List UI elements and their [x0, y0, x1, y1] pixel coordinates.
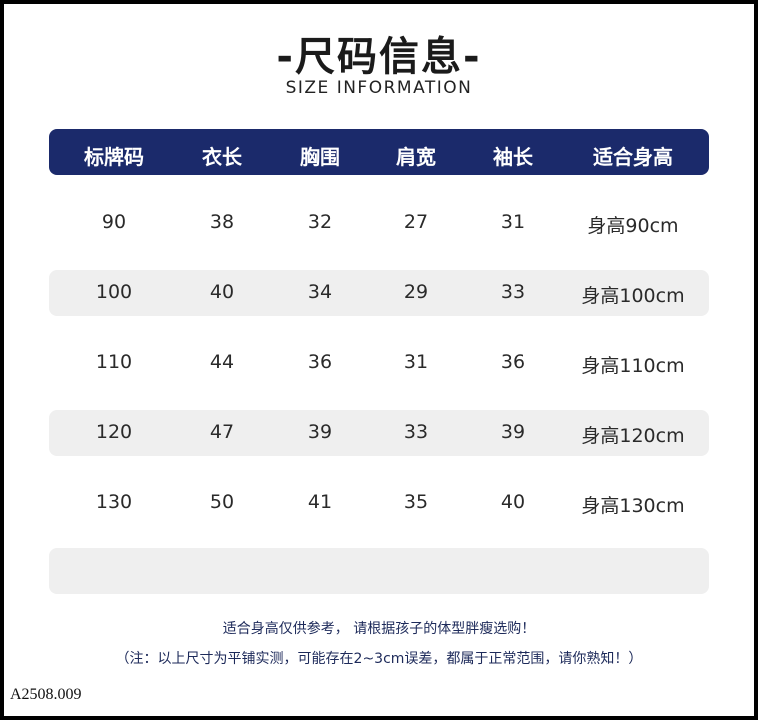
page-subtitle: SIZE INFORMATION	[285, 78, 473, 98]
table-row: 130 50 41 35 40 身高130cm	[49, 480, 709, 526]
table-cell: 34	[307, 281, 333, 303]
table-cell: 50	[209, 491, 235, 513]
product-code: A2508.009	[10, 686, 82, 703]
table-cell: 身高120cm	[581, 425, 685, 447]
column-header: 适合身高	[593, 145, 673, 169]
table-cell: 36	[307, 351, 333, 373]
table-cell: 130	[95, 491, 133, 513]
column-header: 衣长	[202, 145, 242, 169]
column-header: 袖长	[493, 145, 533, 169]
column-header: 胸围	[300, 145, 340, 169]
table-row: 120 47 39 33 39 身高120cm	[49, 410, 709, 456]
table-cell: 90	[101, 211, 127, 233]
table-cell: 31	[500, 211, 526, 233]
table-cell: 35	[403, 491, 429, 513]
table-row: 100 40 34 29 33 身高100cm	[49, 270, 709, 316]
table-row: 110 44 36 31 36 身高110cm	[49, 340, 709, 386]
table-cell: 33	[500, 281, 526, 303]
table-cell: 100	[95, 281, 133, 303]
empty-table-row	[49, 548, 709, 594]
table-cell: 44	[209, 351, 235, 373]
table-cell: 27	[403, 211, 429, 233]
table-row: 90 38 32 27 31 身高90cm	[49, 200, 709, 246]
table-cell: 32	[307, 211, 333, 233]
size-chart-canvas	[4, 4, 754, 716]
table-cell: 110	[95, 351, 133, 373]
table-cell: 身高110cm	[581, 355, 685, 377]
column-header: 标牌码	[84, 145, 144, 169]
table-cell: 身高100cm	[581, 285, 685, 307]
column-header: 肩宽	[396, 145, 436, 169]
table-cell: 身高90cm	[587, 215, 679, 237]
table-cell: 29	[403, 281, 429, 303]
table-cell: 40	[209, 281, 235, 303]
height-reference-note: 适合身高仅供参考， 请根据孩子的体型胖瘦选购！	[222, 621, 536, 637]
table-cell: 身高130cm	[581, 495, 685, 517]
table-cell: 39	[307, 421, 333, 443]
table-cell: 39	[500, 421, 526, 443]
table-cell: 40	[500, 491, 526, 513]
table-cell: 41	[307, 491, 333, 513]
measurement-error-note: （注：以上尺寸为平铺实测，可能存在2~3cm误差，都属于正常范围，请你熟知！）	[115, 651, 643, 667]
table-cell: 38	[209, 211, 235, 233]
table-cell: 47	[209, 421, 235, 443]
table-cell: 33	[403, 421, 429, 443]
table-cell: 36	[500, 351, 526, 373]
table-header: 标牌码 衣长 胸围 肩宽 袖长 适合身高	[49, 129, 709, 175]
table-cell: 31	[403, 351, 429, 373]
page-title: -尺码信息-	[276, 34, 482, 80]
table-cell: 120	[95, 421, 133, 443]
